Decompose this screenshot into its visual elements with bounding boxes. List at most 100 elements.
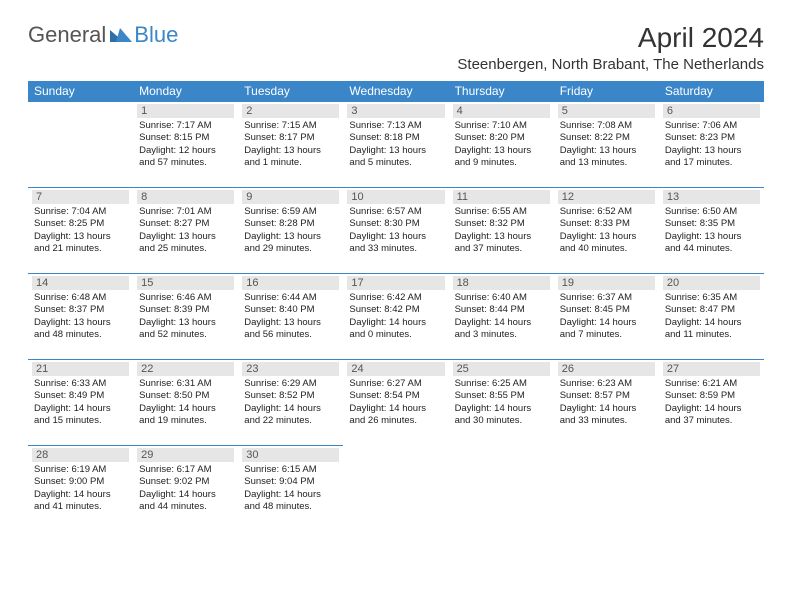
day-number: 22 <box>137 362 234 376</box>
day-number: 12 <box>558 190 655 204</box>
day-details: Sunrise: 6:55 AMSunset: 8:32 PMDaylight:… <box>453 206 550 255</box>
day-number: 26 <box>558 362 655 376</box>
day-number: 11 <box>453 190 550 204</box>
calendar-cell: 3 Sunrise: 7:13 AMSunset: 8:18 PMDaylight… <box>343 102 448 188</box>
calendar-cell: 6 Sunrise: 7:06 AMSunset: 8:23 PMDaylight… <box>659 102 764 188</box>
day-details: Sunrise: 6:42 AMSunset: 8:42 PMDaylight:… <box>347 292 444 341</box>
day-details: Sunrise: 6:35 AMSunset: 8:47 PMDaylight:… <box>663 292 760 341</box>
calendar-cell: 14 Sunrise: 6:48 AMSunset: 8:37 PMDayligh… <box>28 274 133 360</box>
day-number: 27 <box>663 362 760 376</box>
month-title: April 2024 <box>457 22 764 54</box>
day-details: Sunrise: 6:50 AMSunset: 8:35 PMDaylight:… <box>663 206 760 255</box>
day-header: Sunday <box>28 81 133 102</box>
day-details: Sunrise: 6:44 AMSunset: 8:40 PMDaylight:… <box>242 292 339 341</box>
day-number: 8 <box>137 190 234 204</box>
calendar-cell: 10Sunrise: 6:57 AMSunset: 8:30 PMDayligh… <box>343 188 448 274</box>
calendar-cell: 18 Sunrise: 6:40 AMSunset: 8:44 PMDayligh… <box>449 274 554 360</box>
day-header-row: SundayMondayTuesdayWednesdayThursdayFrid… <box>28 81 764 102</box>
calendar-cell: 1 Sunrise: 7:17 AMSunset: 8:15 PMDaylight… <box>133 102 238 188</box>
calendar-week-row: 14 Sunrise: 6:48 AMSunset: 8:37 PMDayligh… <box>28 274 764 360</box>
calendar-cell: 27Sunrise: 6:21 AMSunset: 8:59 PMDayligh… <box>659 360 764 446</box>
calendar-cell: 22 Sunrise: 6:31 AMSunset: 8:50 PMDayligh… <box>133 360 238 446</box>
day-header: Thursday <box>449 81 554 102</box>
day-details: Sunrise: 6:25 AMSunset: 8:55 PMDaylight:… <box>453 378 550 427</box>
calendar-cell <box>449 446 554 532</box>
day-details: Sunrise: 6:23 AMSunset: 8:57 PMDaylight:… <box>558 378 655 427</box>
day-number: 17 <box>347 276 444 290</box>
day-number: 29 <box>137 448 234 462</box>
day-header: Saturday <box>659 81 764 102</box>
day-number: 4 <box>453 104 550 118</box>
day-details: Sunrise: 6:17 AMSunset: 9:02 PMDaylight:… <box>137 464 234 513</box>
day-details: Sunrise: 6:19 AMSunset: 9:00 PMDaylight:… <box>32 464 129 513</box>
day-number: 28 <box>32 448 129 462</box>
day-details: Sunrise: 6:48 AMSunset: 8:37 PMDaylight:… <box>32 292 129 341</box>
calendar-cell: 25 Sunrise: 6:25 AMSunset: 8:55 PMDayligh… <box>449 360 554 446</box>
day-header: Friday <box>554 81 659 102</box>
day-number: 9 <box>242 190 339 204</box>
day-details: Sunrise: 7:17 AMSunset: 8:15 PMDaylight:… <box>137 120 234 169</box>
day-number: 19 <box>558 276 655 290</box>
day-number: 2 <box>242 104 339 118</box>
day-details: Sunrise: 6:33 AMSunset: 8:49 PMDaylight:… <box>32 378 129 427</box>
location: Steenbergen, North Brabant, The Netherla… <box>457 56 764 73</box>
logo-text-2: Blue <box>134 22 178 48</box>
calendar-cell: 2Sunrise: 7:15 AMSunset: 8:17 PMDaylight… <box>238 102 343 188</box>
day-details: Sunrise: 6:52 AMSunset: 8:33 PMDaylight:… <box>558 206 655 255</box>
calendar-cell <box>659 446 764 532</box>
calendar-cell: 30Sunrise: 6:15 AMSunset: 9:04 PMDayligh… <box>238 446 343 532</box>
calendar-week-row: 21Sunrise: 6:33 AMSunset: 8:49 PMDayligh… <box>28 360 764 446</box>
day-header: Monday <box>133 81 238 102</box>
day-number: 25 <box>453 362 550 376</box>
day-number: 1 <box>137 104 234 118</box>
calendar-cell: 26 Sunrise: 6:23 AMSunset: 8:57 PMDayligh… <box>554 360 659 446</box>
calendar-cell: 29 Sunrise: 6:17 AMSunset: 9:02 PMDayligh… <box>133 446 238 532</box>
calendar-cell <box>343 446 448 532</box>
header: General Blue April 2024 Steenbergen, Nor… <box>28 22 764 73</box>
logo-icon <box>110 22 132 48</box>
calendar-week-row: 7 Sunrise: 7:04 AMSunset: 8:25 PMDaylight… <box>28 188 764 274</box>
day-number: 10 <box>347 190 444 204</box>
calendar-cell: 28 Sunrise: 6:19 AMSunset: 9:00 PMDayligh… <box>28 446 133 532</box>
calendar-cell: 9Sunrise: 6:59 AMSunset: 8:28 PMDaylight… <box>238 188 343 274</box>
day-number: 5 <box>558 104 655 118</box>
calendar-cell: 23Sunrise: 6:29 AMSunset: 8:52 PMDayligh… <box>238 360 343 446</box>
day-number: 15 <box>137 276 234 290</box>
day-number: 14 <box>32 276 129 290</box>
calendar-cell: 17 Sunrise: 6:42 AMSunset: 8:42 PMDayligh… <box>343 274 448 360</box>
day-details: Sunrise: 6:40 AMSunset: 8:44 PMDaylight:… <box>453 292 550 341</box>
day-number: 20 <box>663 276 760 290</box>
day-number: 7 <box>32 190 129 204</box>
day-number: 24 <box>347 362 444 376</box>
day-details: Sunrise: 7:04 AMSunset: 8:25 PMDaylight:… <box>32 206 129 255</box>
day-details: Sunrise: 7:08 AMSunset: 8:22 PMDaylight:… <box>558 120 655 169</box>
day-number: 6 <box>663 104 760 118</box>
calendar-cell: 12 Sunrise: 6:52 AMSunset: 8:33 PMDayligh… <box>554 188 659 274</box>
calendar-cell <box>554 446 659 532</box>
day-details: Sunrise: 6:27 AMSunset: 8:54 PMDaylight:… <box>347 378 444 427</box>
day-details: Sunrise: 6:46 AMSunset: 8:39 PMDaylight:… <box>137 292 234 341</box>
day-details: Sunrise: 6:31 AMSunset: 8:50 PMDaylight:… <box>137 378 234 427</box>
calendar-cell: 13 Sunrise: 6:50 AMSunset: 8:35 PMDayligh… <box>659 188 764 274</box>
calendar-cell: 7 Sunrise: 7:04 AMSunset: 8:25 PMDaylight… <box>28 188 133 274</box>
calendar-cell: 21Sunrise: 6:33 AMSunset: 8:49 PMDayligh… <box>28 360 133 446</box>
logo-text-1: General <box>28 22 106 48</box>
calendar-week-row: 28 Sunrise: 6:19 AMSunset: 9:00 PMDayligh… <box>28 446 764 532</box>
calendar-cell: 19 Sunrise: 6:37 AMSunset: 8:45 PMDayligh… <box>554 274 659 360</box>
day-header: Tuesday <box>238 81 343 102</box>
day-details: Sunrise: 7:10 AMSunset: 8:20 PMDaylight:… <box>453 120 550 169</box>
calendar-cell <box>28 102 133 188</box>
calendar-cell: 24 Sunrise: 6:27 AMSunset: 8:54 PMDayligh… <box>343 360 448 446</box>
day-details: Sunrise: 6:37 AMSunset: 8:45 PMDaylight:… <box>558 292 655 341</box>
calendar-cell: 4 Sunrise: 7:10 AMSunset: 8:20 PMDaylight… <box>449 102 554 188</box>
day-number: 3 <box>347 104 444 118</box>
day-details: Sunrise: 7:13 AMSunset: 8:18 PMDaylight:… <box>347 120 444 169</box>
day-header: Wednesday <box>343 81 448 102</box>
calendar-table: SundayMondayTuesdayWednesdayThursdayFrid… <box>28 81 764 532</box>
calendar-cell: 15 Sunrise: 6:46 AMSunset: 8:39 PMDayligh… <box>133 274 238 360</box>
day-details: Sunrise: 7:06 AMSunset: 8:23 PMDaylight:… <box>663 120 760 169</box>
day-number: 18 <box>453 276 550 290</box>
day-number: 13 <box>663 190 760 204</box>
day-number: 30 <box>242 448 339 462</box>
calendar-cell: 16Sunrise: 6:44 AMSunset: 8:40 PMDayligh… <box>238 274 343 360</box>
